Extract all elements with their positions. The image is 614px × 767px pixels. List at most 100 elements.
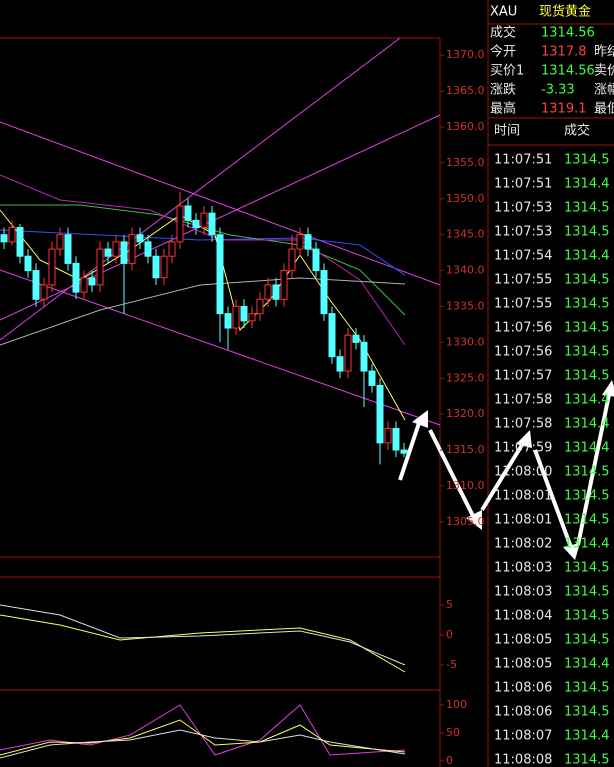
candle-body xyxy=(248,313,256,322)
candle-body xyxy=(272,284,280,300)
quote-label: 今开 xyxy=(490,44,516,60)
trade-price: 1314.5 xyxy=(564,585,610,600)
trade-time: 11:07:56 xyxy=(494,345,552,360)
y-tick-label: 0 xyxy=(446,628,453,641)
candle-body xyxy=(80,277,88,293)
candle-body xyxy=(336,356,344,372)
candle-body xyxy=(368,370,376,386)
candle-body xyxy=(128,234,136,264)
y-tick-label: 1365.0 xyxy=(446,84,485,97)
moving-averages xyxy=(0,174,406,421)
quote-value: 1314.56 xyxy=(541,64,595,79)
candle-body xyxy=(352,334,360,343)
trade-time: 11:07:55 xyxy=(494,297,552,312)
trade-price: 1314.4 xyxy=(564,249,610,264)
column-header: 成交 xyxy=(564,123,590,139)
trade-price: 1314.5 xyxy=(564,681,610,696)
candle-body xyxy=(176,205,184,243)
candle-body xyxy=(120,241,128,264)
candle-body xyxy=(16,227,24,257)
candle-body xyxy=(152,255,160,279)
y-tick-label: 1335.0 xyxy=(446,299,485,312)
candle-body xyxy=(160,255,168,279)
candle-body xyxy=(320,270,328,315)
symbol: XAU xyxy=(490,5,517,20)
trade-time: 11:07:55 xyxy=(494,273,552,288)
trade-time: 11:08:08 xyxy=(494,753,552,767)
trade-price: 1314.5 xyxy=(564,201,610,216)
trade-price: 1314.4 xyxy=(564,441,610,456)
candle-body xyxy=(384,428,392,444)
trade-time: 11:08:06 xyxy=(494,681,552,696)
candle-body xyxy=(200,212,208,229)
y-tick-label: 1340.0 xyxy=(446,264,485,277)
candle-body xyxy=(40,284,48,300)
candle-body xyxy=(328,313,336,358)
trade-price: 1314.4 xyxy=(564,537,610,552)
candle-body xyxy=(104,248,112,257)
trade-time: 11:08:06 xyxy=(494,705,552,720)
trade-time: 11:07:58 xyxy=(494,393,552,408)
trade-price: 1314.4 xyxy=(564,393,610,408)
candle-body xyxy=(0,234,8,243)
candle-body xyxy=(184,205,192,221)
trade-price: 1314.5 xyxy=(564,609,610,624)
candle-body xyxy=(224,313,232,329)
y-tick-label: 1360.0 xyxy=(446,120,485,133)
trade-time: 11:07:59 xyxy=(494,441,552,456)
trade-time: 11:08:02 xyxy=(494,537,552,552)
candle-body xyxy=(288,248,296,272)
trade-time: 11:07:53 xyxy=(494,201,552,216)
trade-time: 11:08:03 xyxy=(494,561,552,576)
trade-time: 11:07:57 xyxy=(494,369,552,384)
trade-price: 1314.5 xyxy=(564,345,610,360)
trade-price: 1314.5 xyxy=(564,321,610,336)
y-tick-label: 100 xyxy=(446,698,467,711)
candle-body xyxy=(280,270,288,300)
trade-time: 11:08:00 xyxy=(494,465,552,480)
y-tick-label: 1325.0 xyxy=(446,371,485,384)
quote-label: 涨幅 xyxy=(594,83,614,98)
y-tick-label: 1330.0 xyxy=(446,335,485,348)
trade-price: 1314.5 xyxy=(564,513,610,528)
candle-body xyxy=(240,305,248,322)
y-tick-label: 1350.0 xyxy=(446,192,485,205)
trade-price: 1314.5 xyxy=(564,633,610,648)
trade-time: 11:08:05 xyxy=(494,633,552,648)
trade-time: 11:07:56 xyxy=(494,321,552,336)
candle-body xyxy=(392,428,400,451)
trade-price: 1314.5 xyxy=(564,465,610,480)
candle-body xyxy=(256,298,264,315)
kdj-lines xyxy=(0,704,406,759)
trade-time: 11:07:51 xyxy=(494,177,552,192)
trade-price: 1314.4 xyxy=(564,177,610,192)
candle-body xyxy=(144,241,152,257)
y-tick-label: 1305.0 xyxy=(446,515,485,528)
trade-price: 1314.5 xyxy=(564,705,610,720)
candle-body xyxy=(208,212,216,236)
macd-lines xyxy=(0,604,406,673)
candle-body xyxy=(304,234,312,250)
quote-value: 1317.8 xyxy=(541,45,587,60)
trade-price: 1314.5 xyxy=(564,561,610,576)
trade-time: 11:08:04 xyxy=(494,609,552,624)
quote-label: 最低 xyxy=(594,102,614,117)
candle-body xyxy=(360,341,368,372)
trade-price: 1314.4 xyxy=(564,657,610,672)
trade-price: 1314.5 xyxy=(564,153,610,168)
candle-body xyxy=(312,248,320,272)
quote-label: 最高 xyxy=(490,101,516,117)
candle-body xyxy=(88,277,96,286)
trade-price: 1314.5 xyxy=(564,753,610,767)
candle-body xyxy=(136,234,144,243)
trade-time: 11:07:51 xyxy=(494,153,552,168)
trade-price: 1314.4 xyxy=(564,417,610,432)
candle-body xyxy=(8,227,16,243)
candle-body xyxy=(112,241,120,257)
candle-body xyxy=(232,305,240,329)
quote-label: 涨跌 xyxy=(490,82,516,98)
candle-body xyxy=(64,234,72,264)
